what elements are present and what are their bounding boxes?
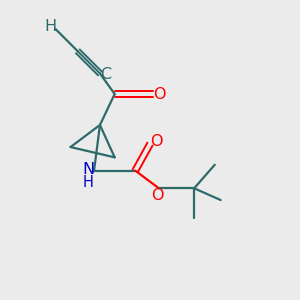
Text: C: C — [100, 68, 111, 82]
Text: O: O — [150, 134, 163, 149]
Text: H: H — [44, 20, 56, 34]
Text: O: O — [153, 87, 166, 102]
Text: H: H — [82, 176, 93, 190]
Text: N: N — [83, 162, 95, 177]
Text: O: O — [151, 188, 164, 203]
